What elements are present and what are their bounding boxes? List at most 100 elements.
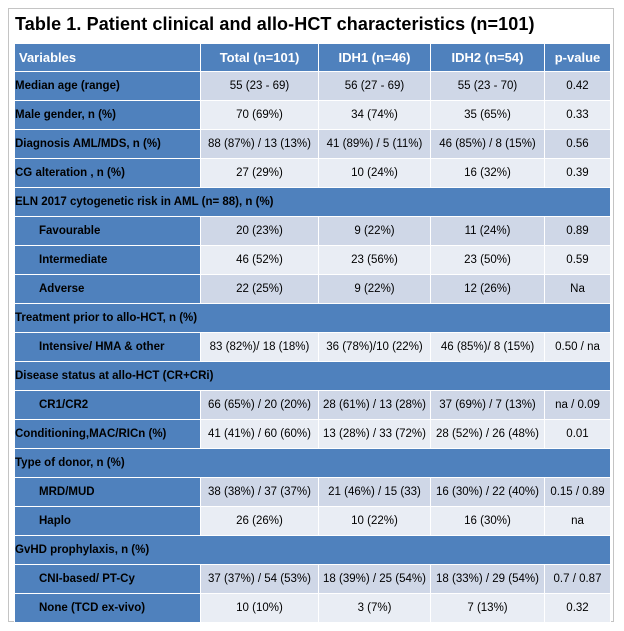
row-label: MRD/MUD <box>14 477 201 507</box>
cell-idh1: 3 (7%) <box>318 593 431 623</box>
row-label: Diagnosis AML/MDS, n (%) <box>14 129 201 159</box>
cell-p-value: 0.7 / 0.87 <box>544 564 611 594</box>
cell-total: 38 (38%) / 37 (37%) <box>200 477 319 507</box>
table-row: MRD/MUD 38 (38%) / 37 (37%) 21 (46%) / 15 … <box>14 477 611 507</box>
section-header-row: Type of donor, n (%) <box>14 448 611 478</box>
table-row: Haplo 26 (26%) 10 (22%) 16 (30%) na <box>14 506 611 536</box>
row-label: Intermediate <box>14 245 201 275</box>
table-row: Adverse 22 (25%) 9 (22%) 12 (26%) Na <box>14 274 611 304</box>
cell-idh1: 18 (39%) / 25 (54%) <box>318 564 431 594</box>
table-row: Male gender, n (%) 70 (69%) 34 (74%) 35 (65… <box>14 100 611 130</box>
cell-idh2: 37 (69%) / 7 (13%) <box>430 390 545 420</box>
cell-idh2: 16 (30%) / 22 (40%) <box>430 477 545 507</box>
cell-idh2: 23 (50%) <box>430 245 545 275</box>
section-header-label: GvHD prophylaxis, n (%) <box>14 535 611 565</box>
table-header-row: Variables Total (n=101) IDH1 (n=46) IDH2… <box>14 43 611 72</box>
table-row: Median age (range) 55 (23 - 69) 56 (27 - 6… <box>14 71 611 101</box>
section-header-row: Disease status at allo-HCT (CR+CRi) <box>14 361 611 391</box>
cell-idh2: 11 (24%) <box>430 216 545 246</box>
cell-p-value: 0.32 <box>544 593 611 623</box>
table-row: CG alteration , n (%) 27 (29%) 10 (24%) 16 … <box>14 158 611 188</box>
section-header-label: Type of donor, n (%) <box>14 448 611 478</box>
cell-idh1: 21 (46%) / 15 (33) <box>318 477 431 507</box>
section-header-label: ELN 2017 cytogenetic risk in AML (n= 88)… <box>14 187 611 217</box>
cell-p-value: 0.39 <box>544 158 611 188</box>
cell-idh2: 16 (30%) <box>430 506 545 536</box>
row-label: Male gender, n (%) <box>14 100 201 130</box>
cell-idh1: 34 (74%) <box>318 100 431 130</box>
cell-p-value: Na <box>544 274 611 304</box>
table-body: Median age (range) 55 (23 - 69) 56 (27 - 6… <box>14 71 611 623</box>
row-label: CG alteration , n (%) <box>14 158 201 188</box>
cell-idh1: 13 (28%) / 33 (72%) <box>318 419 431 449</box>
cell-total: 55 (23 - 69) <box>200 71 319 101</box>
table-row: Intensive/ HMA & other 83 (82%)/ 18 (18%)… <box>14 332 611 362</box>
cell-idh2: 16 (32%) <box>430 158 545 188</box>
cell-idh1: 10 (24%) <box>318 158 431 188</box>
table-row: CNI-based/ PT-Cy 37 (37%) / 54 (53%) 18 (3… <box>14 564 611 594</box>
table-row: Intermediate 46 (52%) 23 (56%) 23 (50%) 0.59 <box>14 245 611 275</box>
cell-total: 66 (65%) / 20 (20%) <box>200 390 319 420</box>
cell-total: 88 (87%) / 13 (13%) <box>200 129 319 159</box>
cell-total: 83 (82%)/ 18 (18%) <box>200 332 319 362</box>
cell-total: 10 (10%) <box>200 593 319 623</box>
section-header-row: Treatment prior to allo-HCT, n (%) <box>14 303 611 333</box>
cell-idh2: 18 (33%) / 29 (54%) <box>430 564 545 594</box>
row-label: Conditioning,MAC/RICn (%) <box>14 419 201 449</box>
header-p-value: p-value <box>544 43 611 72</box>
section-header-label: Disease status at allo-HCT (CR+CRi) <box>14 361 611 391</box>
cell-idh1: 9 (22%) <box>318 216 431 246</box>
section-header-row: ELN 2017 cytogenetic risk in AML (n= 88)… <box>14 187 611 217</box>
cell-idh1: 23 (56%) <box>318 245 431 275</box>
row-label: Median age (range) <box>14 71 201 101</box>
cell-p-value: 0.56 <box>544 129 611 159</box>
cell-idh1: 41 (89%) / 5 (11%) <box>318 129 431 159</box>
table-row: Favourable 20 (23%) 9 (22%) 11 (24%) 0.89 <box>14 216 611 246</box>
section-header-row: GvHD prophylaxis, n (%) <box>14 535 611 565</box>
cell-idh2: 28 (52%) / 26 (48%) <box>430 419 545 449</box>
header-idh2: IDH2 (n=54) <box>430 43 545 72</box>
header-total: Total (n=101) <box>200 43 319 72</box>
table-row: Conditioning,MAC/RICn (%) 41 (41%) / 60 (… <box>14 419 611 449</box>
row-label: None (TCD ex-vivo) <box>14 593 201 623</box>
row-label: Favourable <box>14 216 201 246</box>
row-label: Adverse <box>14 274 201 304</box>
cell-p-value: 0.01 <box>544 419 611 449</box>
cell-idh1: 28 (61%) / 13 (28%) <box>318 390 431 420</box>
cell-total: 27 (29%) <box>200 158 319 188</box>
table-row: None (TCD ex-vivo) 10 (10%) 3 (7%) 7 (13%) 0… <box>14 593 611 623</box>
cell-idh1: 56 (27 - 69) <box>318 71 431 101</box>
cell-p-value: 0.89 <box>544 216 611 246</box>
cell-idh1: 36 (78%)/10 (22%) <box>318 332 431 362</box>
cell-p-value: 0.42 <box>544 71 611 101</box>
cell-idh2: 12 (26%) <box>430 274 545 304</box>
characteristics-table: Variables Total (n=101) IDH1 (n=46) IDH2… <box>14 43 611 623</box>
header-variables: Variables <box>14 43 201 72</box>
cell-p-value: na / 0.09 <box>544 390 611 420</box>
cell-p-value: 0.33 <box>544 100 611 130</box>
cell-total: 22 (25%) <box>200 274 319 304</box>
row-label: CNI-based/ PT-Cy <box>14 564 201 594</box>
cell-idh1: 10 (22%) <box>318 506 431 536</box>
cell-total: 41 (41%) / 60 (60%) <box>200 419 319 449</box>
cell-idh2: 46 (85%)/ 8 (15%) <box>430 332 545 362</box>
header-idh1: IDH1 (n=46) <box>318 43 431 72</box>
cell-total: 20 (23%) <box>200 216 319 246</box>
cell-total: 46 (52%) <box>200 245 319 275</box>
cell-idh1: 9 (22%) <box>318 274 431 304</box>
cell-p-value: 0.50 / na <box>544 332 611 362</box>
section-header-label: Treatment prior to allo-HCT, n (%) <box>14 303 611 333</box>
cell-p-value: na <box>544 506 611 536</box>
cell-idh2: 55 (23 - 70) <box>430 71 545 101</box>
cell-p-value: 0.15 / 0.89 <box>544 477 611 507</box>
cell-total: 37 (37%) / 54 (53%) <box>200 564 319 594</box>
row-label: Haplo <box>14 506 201 536</box>
row-label: CR1/CR2 <box>14 390 201 420</box>
cell-total: 26 (26%) <box>200 506 319 536</box>
table-row: CR1/CR2 66 (65%) / 20 (20%) 28 (61%) / 13 … <box>14 390 611 420</box>
cell-idh2: 46 (85%) / 8 (15%) <box>430 129 545 159</box>
table-row: Diagnosis AML/MDS, n (%) 88 (87%) / 13 (1… <box>14 129 611 159</box>
cell-p-value: 0.59 <box>544 245 611 275</box>
cell-idh2: 35 (65%) <box>430 100 545 130</box>
cell-idh2: 7 (13%) <box>430 593 545 623</box>
